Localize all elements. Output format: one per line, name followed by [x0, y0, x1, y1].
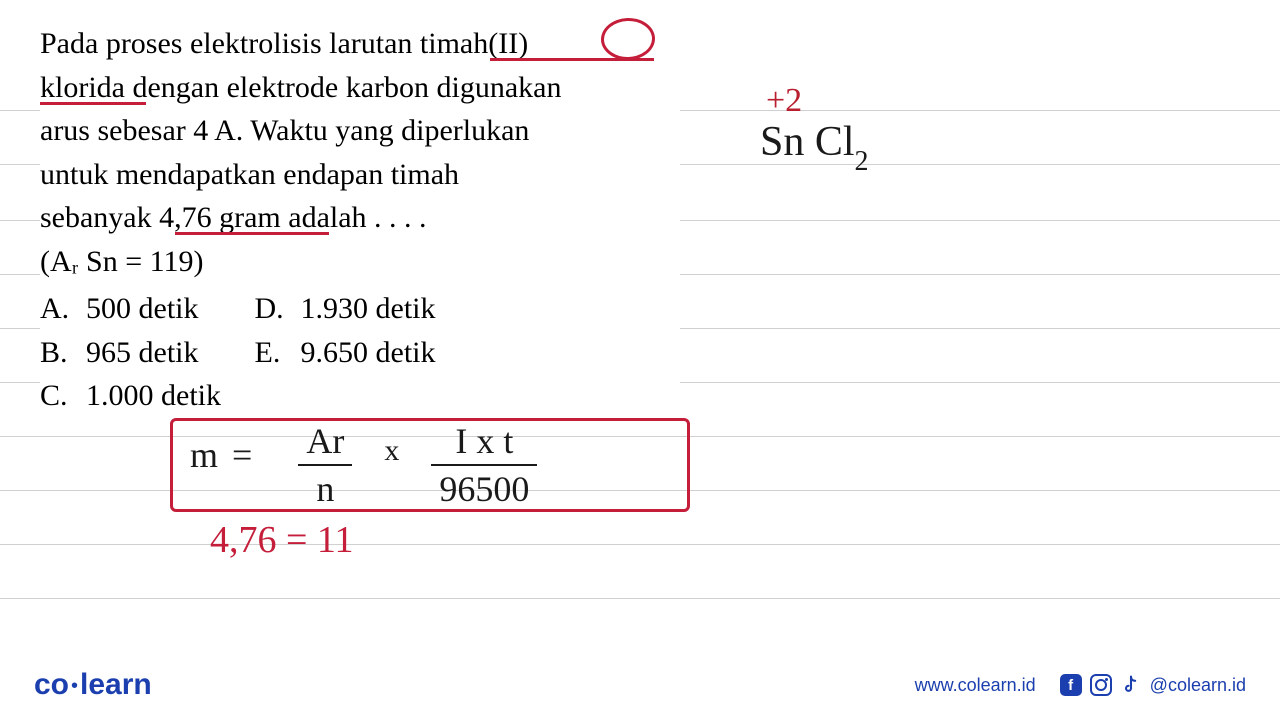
calculation-annotation: 4,76 = 11 — [210, 518, 354, 562]
question-text-block: Pada proses elektrolisis larutan timah(I… — [40, 22, 680, 424]
formula-content: m = Ar n x I x t 96500 — [190, 420, 690, 510]
option-c: C.1.000 detik — [40, 374, 221, 418]
option-a: A.500 detik — [40, 287, 199, 331]
compound-annotation: Sn Cl2 — [760, 118, 869, 172]
formula-fraction: Ar n — [298, 420, 352, 510]
frac-denominator: 96500 — [431, 468, 537, 510]
formula-lhs: m — [190, 434, 218, 476]
social-group: f @colearn.id — [1060, 674, 1246, 696]
option-c-text: 1.000 detik — [86, 379, 221, 412]
option-a-text: 500 detik — [86, 292, 199, 325]
frac-bar — [431, 464, 537, 466]
instagram-icon — [1090, 674, 1112, 696]
underline-annotation — [490, 58, 654, 61]
brand-logo: co•learn — [34, 668, 152, 702]
option-d: D.1.930 detik — [255, 287, 436, 331]
option-b: B.965 detik — [40, 331, 199, 375]
underline-annotation — [175, 232, 329, 235]
option-e-text: 9.650 detik — [301, 336, 436, 369]
question-line: arus sebesar 4 A. Waktu yang diperlukan — [40, 109, 674, 153]
question-line: untuk mendapatkan endapan timah — [40, 153, 674, 197]
logo-right: learn — [80, 668, 152, 701]
tiktok-icon — [1120, 674, 1142, 696]
formula-eq: = — [232, 434, 252, 476]
compound-subscript: 2 — [855, 146, 869, 177]
charge-annotation: +2 — [766, 82, 802, 120]
footer-url: www.colearn.id — [915, 675, 1036, 696]
underline-annotation — [40, 102, 146, 105]
facebook-icon: f — [1060, 674, 1082, 696]
footer-bar: co•learn www.colearn.id f @colearn.id — [0, 668, 1280, 702]
footer-right: www.colearn.id f @colearn.id — [915, 674, 1246, 696]
option-b-text: 965 detik — [86, 336, 199, 369]
frac-denominator: n — [308, 468, 342, 510]
frac-bar — [298, 464, 352, 466]
question-line: (Aᵣ Sn = 119) — [40, 240, 674, 284]
option-e: E.9.650 detik — [255, 331, 436, 375]
question-line: sebanyak 4,76 gram adalah . . . . — [40, 196, 674, 240]
logo-left: co — [34, 668, 69, 701]
answer-options: A.500 detik D.1.930 detik B.965 detik E.… — [40, 287, 674, 418]
formula-fraction: I x t 96500 — [431, 420, 537, 510]
frac-numerator: I x t — [447, 420, 521, 462]
formula-times: x — [384, 434, 399, 468]
option-d-text: 1.930 detik — [301, 292, 436, 325]
social-handle: @colearn.id — [1150, 675, 1246, 696]
frac-numerator: Ar — [298, 420, 352, 462]
compound-main: Sn Cl — [760, 119, 855, 165]
